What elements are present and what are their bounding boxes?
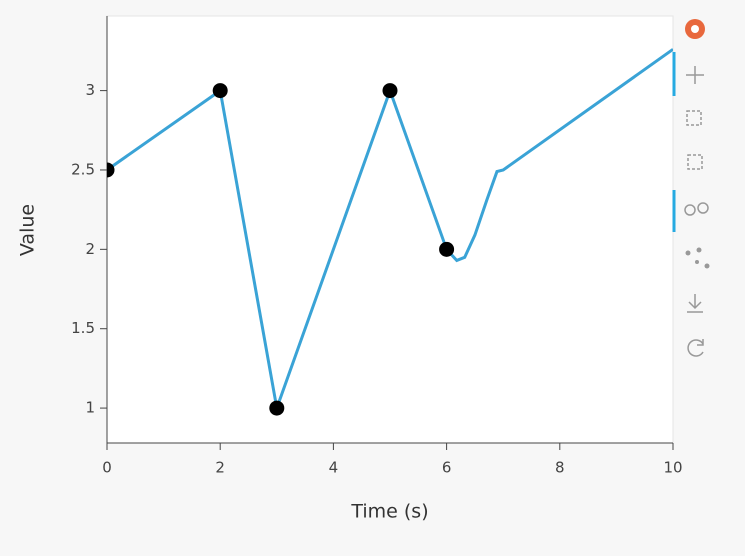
point: [382, 83, 398, 99]
wheel-zoom-tool[interactable]: [684, 204, 696, 216]
y-axis-label: Value: [17, 204, 39, 256]
y-tick-label: 3: [85, 81, 95, 99]
save-tool[interactable]: [687, 294, 703, 313]
x-tick-label: 4: [329, 459, 339, 477]
x-tick-label: 0: [102, 459, 112, 477]
x-tick-label: 2: [215, 459, 225, 477]
plot-area: [106, 15, 674, 444]
tap-tool[interactable]: [685, 247, 710, 269]
y-tick-label: 1.5: [71, 319, 95, 337]
x-tick-label: 8: [555, 459, 565, 477]
box-select-tool[interactable]: [687, 154, 703, 170]
pan-tool[interactable]: [686, 66, 704, 84]
reset-tool[interactable]: [687, 339, 704, 357]
point: [439, 241, 455, 257]
x-tick-label: 6: [442, 459, 452, 477]
line: [107, 48, 673, 414]
toolbar: [672, 19, 710, 357]
y-tick-label: 1: [85, 399, 95, 417]
point: [107, 162, 115, 178]
point: [269, 400, 285, 416]
plot-layer: [107, 48, 673, 416]
x-tick-label: 10: [663, 459, 682, 477]
point: [212, 83, 228, 99]
x-axis-label: Time (s): [350, 501, 428, 523]
y-tick-label: 2.5: [71, 160, 95, 178]
y-tick-label: 2: [85, 240, 95, 258]
box-zoom-tool[interactable]: [686, 110, 702, 126]
